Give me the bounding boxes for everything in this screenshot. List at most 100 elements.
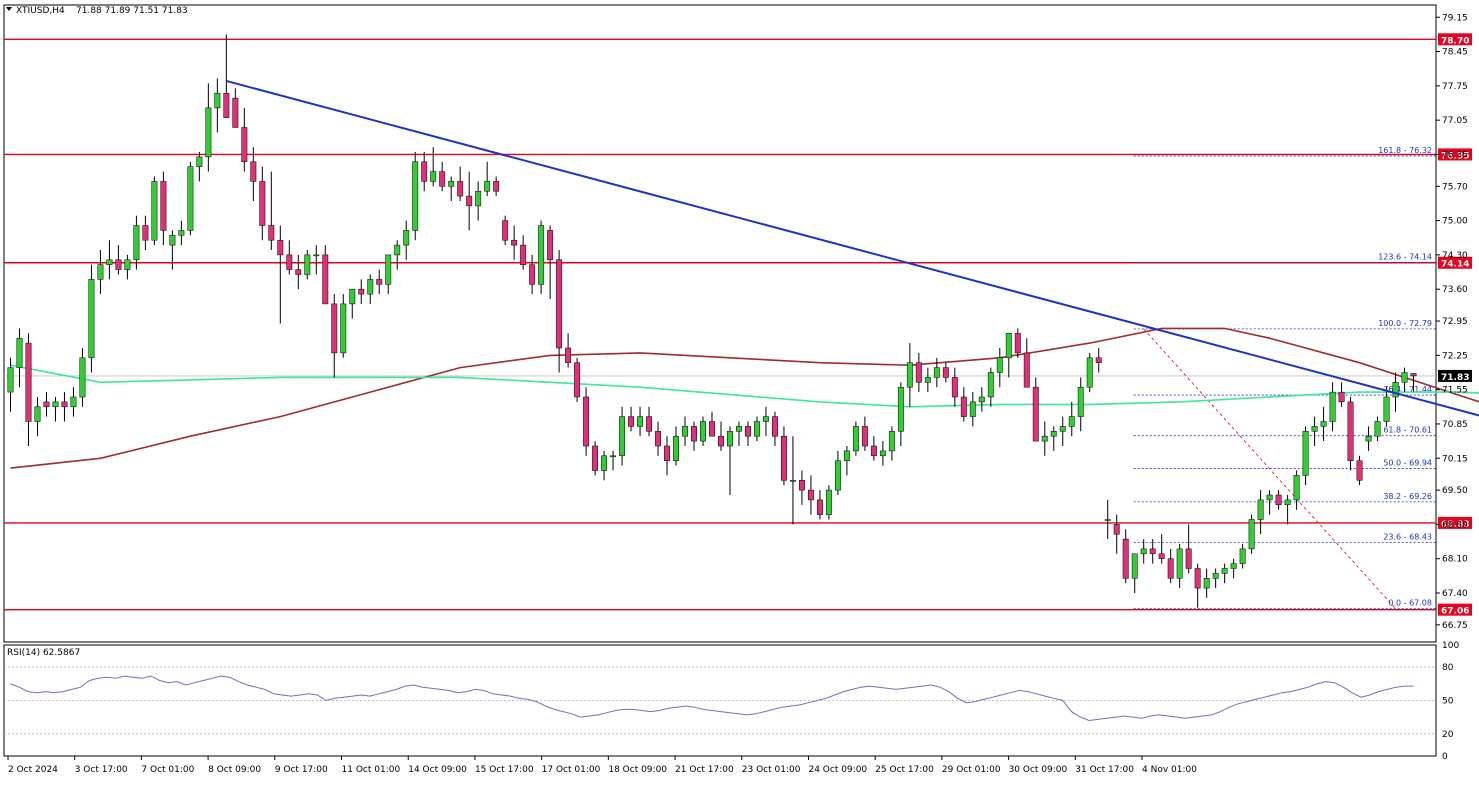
candle-body — [1006, 333, 1011, 358]
candle-body — [197, 157, 202, 167]
candle-body — [970, 402, 975, 417]
candle-body — [323, 255, 328, 304]
candle-body — [1357, 461, 1362, 481]
candle-body — [772, 417, 777, 437]
time-axis-label: 3 Oct 17:00 — [75, 765, 128, 775]
candle-body — [826, 490, 831, 514]
price-axis-label: 77.05 — [1442, 116, 1468, 126]
candle-body — [637, 417, 642, 427]
candle-body — [907, 363, 912, 388]
candle-body — [1240, 549, 1245, 564]
candle-body — [8, 368, 13, 393]
candle-body — [359, 289, 364, 294]
price-axis-label: 70.85 — [1442, 420, 1468, 430]
candle-body — [979, 397, 984, 402]
candle-body — [898, 387, 903, 431]
candle-body — [862, 426, 867, 446]
candle-body — [161, 181, 166, 230]
candle-body — [583, 397, 588, 446]
candle-body — [260, 181, 265, 225]
price-axis-label: 73.60 — [1442, 285, 1468, 295]
candle-body — [853, 426, 858, 451]
candle-body — [1276, 495, 1281, 505]
candle-body — [466, 196, 471, 206]
candle-body — [413, 162, 418, 231]
candle-body — [1348, 402, 1353, 461]
candle-body — [700, 422, 705, 442]
candle-body — [655, 431, 660, 446]
candle-body — [332, 304, 337, 353]
candle-body — [1132, 554, 1137, 579]
candle-body — [781, 436, 786, 480]
candle-body — [610, 456, 615, 457]
candle-body — [116, 260, 121, 270]
candle-body — [520, 245, 525, 265]
candle-body — [35, 407, 40, 422]
candle-body — [1114, 524, 1119, 534]
candle-body — [889, 431, 894, 451]
candle-body — [125, 260, 130, 270]
candle-body — [1105, 520, 1110, 521]
candle-body — [952, 377, 957, 397]
candle-body — [601, 456, 606, 471]
candle-body — [565, 348, 570, 363]
candle-body — [1249, 520, 1254, 549]
time-axis-label: 17 Oct 01:00 — [542, 765, 601, 775]
candle-body — [763, 417, 768, 422]
fib-level-label: 38.2 - 69.26 — [1383, 492, 1432, 501]
candle-body — [997, 358, 1002, 373]
candle-body — [377, 279, 382, 284]
candle-body — [547, 230, 552, 259]
price-axis-label: 75.00 — [1442, 217, 1468, 227]
candle-body — [350, 289, 355, 304]
candle-body — [143, 226, 148, 241]
candle-body — [188, 167, 193, 231]
candle-body — [26, 343, 31, 421]
price-axis-label: 72.25 — [1442, 351, 1468, 361]
candle-body — [1078, 387, 1083, 416]
rsi-header-label: RSI(14) 62.5867 — [7, 648, 80, 658]
candle-body — [502, 221, 507, 241]
candle-body — [628, 417, 633, 427]
candle-body — [1393, 382, 1398, 397]
candle-body — [709, 422, 714, 437]
candle-body — [925, 377, 930, 382]
candle-body — [916, 363, 921, 383]
candle-body — [422, 162, 427, 182]
candle-body — [1303, 431, 1308, 475]
candle-body — [1186, 549, 1191, 569]
candle-body — [1168, 559, 1173, 579]
level-price-label: 78.70 — [1441, 36, 1469, 46]
candle-body — [934, 368, 939, 378]
fib-level-label: 0.0 - 67.08 — [1388, 599, 1432, 608]
candle-body — [53, 402, 58, 407]
candle-body — [44, 402, 49, 407]
fib-level-label: 61.8 - 70.61 — [1383, 426, 1432, 435]
candle-body — [89, 279, 94, 357]
candle-body — [718, 436, 723, 446]
candle-body — [961, 397, 966, 417]
fib-level-label: 23.6 - 68.43 — [1383, 533, 1432, 542]
time-axis-label: 8 Oct 09:00 — [208, 765, 261, 775]
candle-body — [1051, 431, 1056, 436]
candle-body — [1321, 422, 1326, 427]
current-price-label: 71.83 — [1441, 373, 1469, 383]
candle-body — [1204, 578, 1209, 588]
candle-body — [17, 338, 22, 367]
time-axis-label: 21 Oct 17:00 — [675, 765, 734, 775]
candle-body — [1384, 397, 1389, 422]
rsi-line — [11, 676, 1414, 720]
candle-body — [619, 417, 624, 456]
price-axis-label: 79.15 — [1442, 13, 1468, 23]
candle-body — [457, 181, 462, 196]
candle-body — [556, 260, 561, 348]
price-axis-label: 72.95 — [1442, 317, 1468, 327]
price-axis-label: 78.45 — [1442, 48, 1468, 58]
candle-body — [673, 436, 678, 461]
price-axis-label: 71.55 — [1442, 386, 1468, 396]
candle-body — [1222, 569, 1227, 574]
candle-body — [1285, 500, 1290, 505]
time-axis-label: 15 Oct 17:00 — [475, 765, 534, 775]
time-axis-label: 4 Nov 01:00 — [1142, 765, 1197, 775]
